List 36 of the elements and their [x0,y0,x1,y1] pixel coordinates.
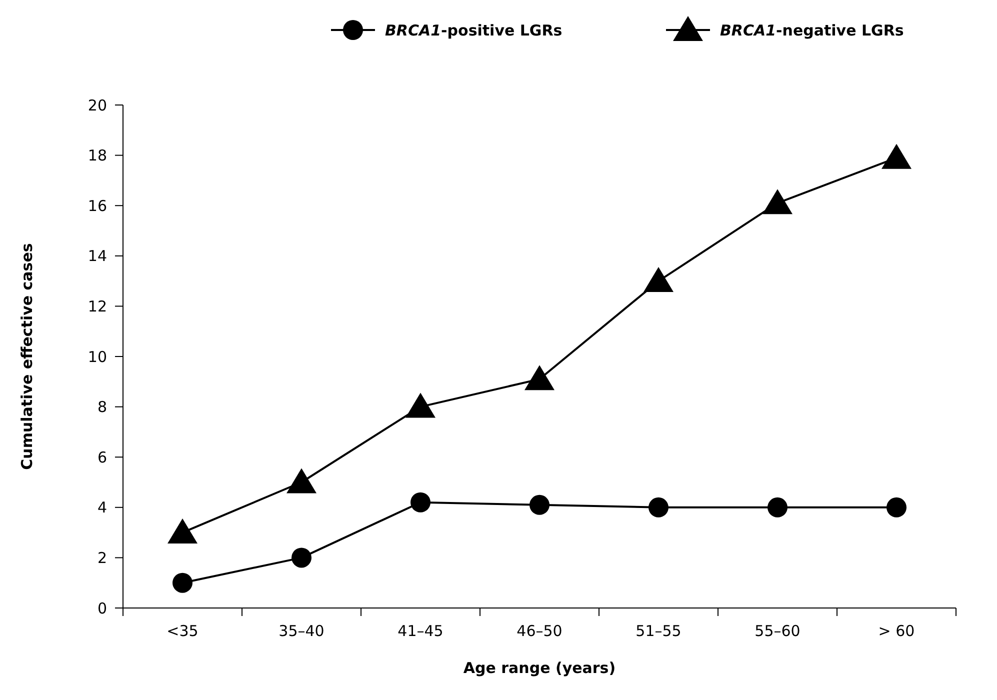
x-axis-title: Age range (years) [463,659,616,677]
y-tick-label: 4 [97,498,107,517]
point [168,518,198,544]
x-tick-label: 51–55 [636,622,682,640]
point [530,494,550,515]
y-tick-label: 8 [97,398,107,416]
x-tick-label: 35–40 [278,622,324,640]
y-tick-label: 16 [88,196,107,215]
point [406,392,436,418]
legend-label: BRCA1-negative LGRs [720,21,904,40]
y-tick-label: 6 [97,448,107,466]
point [286,468,316,494]
point [762,189,792,214]
point [886,497,906,518]
point [768,497,788,518]
point [644,267,674,292]
x-tick-label: 46–50 [516,622,562,640]
y-tick-label: 2 [97,548,107,567]
y-tick-label: 20 [88,96,107,114]
point [410,492,430,512]
x-tick-label: > 60 [878,622,915,640]
y-tick-label: 14 [88,247,107,266]
y-tick-label: 0 [97,599,107,618]
point [882,144,912,169]
x-tick-label: <35 [166,622,198,640]
point [524,365,554,390]
y-axis-title: Cumulative effective cases [18,243,36,470]
point [292,548,312,568]
x-tick-label: 55–60 [754,622,800,640]
y-tick-label: 10 [88,348,107,366]
x-tick-label: 41–45 [398,622,444,640]
legend-label: BRCA1-positive LGRs [385,21,562,40]
point [648,497,668,518]
point [172,572,192,593]
y-tick-label: 12 [88,297,107,316]
y-tick-label: 18 [88,146,107,165]
